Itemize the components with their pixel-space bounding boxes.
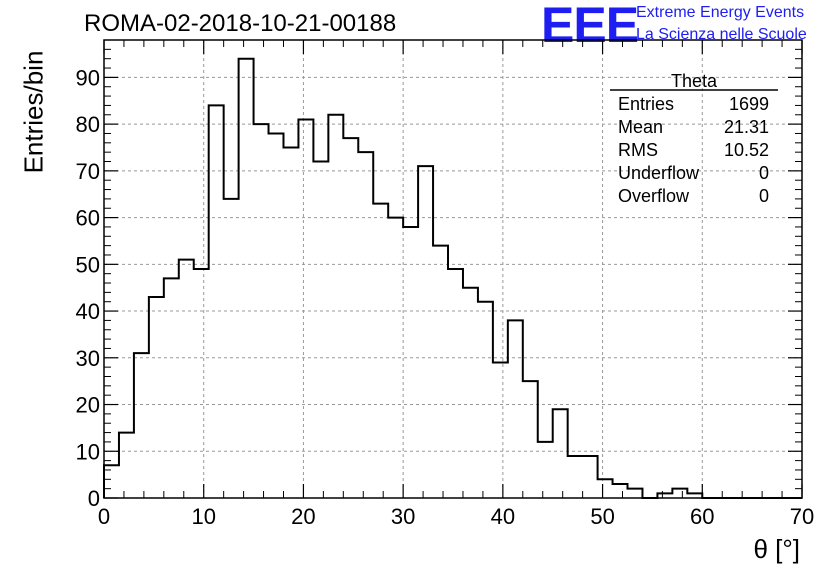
- histogram-bin: [523, 381, 538, 498]
- y-tick-label: 90: [76, 65, 100, 90]
- histogram-bin: [403, 227, 418, 498]
- stats-row-label: Overflow: [618, 186, 690, 206]
- stats-row-value: 0: [759, 186, 769, 206]
- stats-row-label: Entries: [618, 94, 674, 114]
- stats-box-title: Theta: [671, 71, 718, 91]
- axis-tick-labels: 0 10 20 30 40 50 60 70 0 10 20 30 40 50 60 70 80 90: [76, 65, 815, 529]
- histogram-bin: [598, 479, 613, 498]
- logo-line-1: Extreme Energy Events: [636, 4, 805, 21]
- histogram-bin: [194, 269, 209, 498]
- x-tick-label: 60: [690, 504, 714, 529]
- stats-row-label: RMS: [618, 140, 658, 160]
- histogram-bin: [448, 269, 463, 498]
- x-tick-label: 70: [790, 504, 814, 529]
- stats-row-value: 1699: [729, 94, 769, 114]
- x-tick-label: 0: [98, 504, 110, 529]
- histogram-bin: [538, 442, 553, 498]
- histogram-bin: [328, 115, 343, 498]
- histogram-bin: [613, 484, 628, 498]
- y-tick-label: 80: [76, 112, 100, 137]
- histogram-bin: [134, 353, 149, 498]
- histogram-bin: [583, 456, 598, 498]
- x-tick-label: 40: [491, 504, 515, 529]
- stats-row-value: 0: [759, 163, 769, 183]
- histogram-bin: [418, 166, 433, 498]
- y-tick-label: 40: [76, 299, 100, 324]
- plot-frame: [103, 39, 803, 499]
- x-tick-label: 30: [391, 504, 415, 529]
- y-tick-label: 70: [76, 159, 100, 184]
- histogram-bin: [149, 297, 164, 498]
- y-tick-label: 30: [76, 346, 100, 371]
- histogram-bin: [239, 59, 254, 498]
- chart-title: ROMA-02-2018-10-21-00188: [84, 10, 397, 37]
- histogram-bin: [209, 105, 224, 498]
- x-tick-label: 20: [291, 504, 315, 529]
- histogram-bin: [463, 288, 478, 498]
- histogram-bin: [283, 147, 298, 498]
- stats-box: Theta Entries 1699 Mean 21.31 RMS 10.52 Underfl…: [610, 71, 778, 206]
- histogram-bin: [298, 119, 313, 498]
- x-axis-label: θ [°]: [753, 534, 800, 564]
- stats-row-label: Mean: [618, 117, 663, 137]
- stats-row-label: Underflow: [618, 163, 700, 183]
- histogram-bin: [313, 162, 328, 498]
- histogram-bin: [433, 246, 448, 498]
- histogram-bin: [493, 362, 508, 498]
- histogram-bin: [672, 489, 687, 498]
- x-tick-label: 50: [590, 504, 614, 529]
- histogram-bin: [119, 433, 134, 498]
- histogram-bin: [179, 260, 194, 498]
- y-tick-label: 10: [76, 439, 100, 464]
- histogram-bin: [508, 320, 523, 498]
- histogram-bin: [224, 199, 239, 498]
- y-tick-label: 50: [76, 252, 100, 277]
- x-tick-label: 10: [191, 504, 215, 529]
- histogram-bin: [628, 489, 643, 498]
- histogram-bin: [373, 204, 388, 498]
- histogram-bin: [568, 456, 583, 498]
- histogram-bin: [343, 138, 358, 498]
- y-tick-label: 20: [76, 393, 100, 418]
- histogram-bin: [358, 152, 373, 498]
- logo-line-2: La Scienza nelle Scuole: [636, 26, 807, 43]
- y-tick-label: 60: [76, 206, 100, 231]
- stats-row-value: 10.52: [724, 140, 769, 160]
- histogram-bin: [269, 133, 284, 498]
- stats-row-value: 21.31: [724, 117, 769, 137]
- histogram-bin: [478, 302, 493, 498]
- histogram-bin: [553, 409, 568, 498]
- y-tick-label: 0: [88, 486, 100, 511]
